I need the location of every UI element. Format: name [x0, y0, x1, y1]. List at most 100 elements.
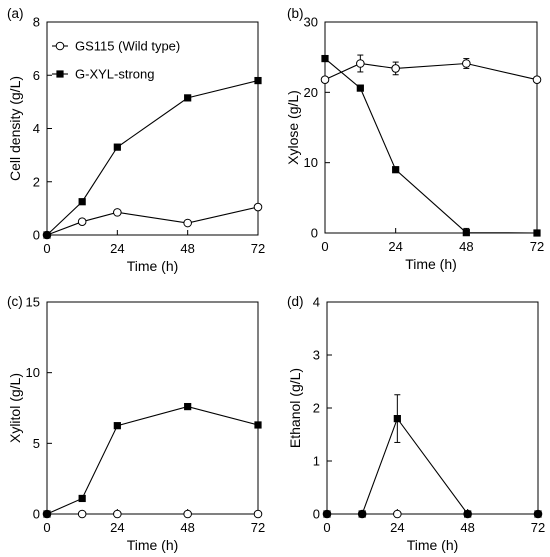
- data-point: [393, 415, 401, 423]
- y-tick-label-b: 10: [304, 155, 318, 170]
- legend-marker: [55, 41, 65, 51]
- data-point: [254, 421, 262, 429]
- data-point: [323, 510, 331, 518]
- x-tick-label-a: 24: [110, 241, 124, 256]
- legend-label: GS115 (Wild type): [75, 39, 180, 54]
- panel-label-d: (d): [287, 294, 304, 309]
- y-tick-label-d: 2: [313, 401, 320, 416]
- data-point: [358, 510, 366, 518]
- data-point: [392, 166, 400, 174]
- series-b-2: [321, 54, 541, 237]
- y-tick-label-d: 3: [313, 348, 320, 363]
- series-line: [327, 417, 538, 515]
- y-tick-label-c: 0: [33, 507, 40, 522]
- y-tick-label-a: 8: [33, 15, 40, 30]
- series-line: [46, 80, 259, 236]
- y-tick-label-d: 0: [313, 507, 320, 522]
- x-tick-label-b: 48: [459, 239, 473, 254]
- x-tick-label-a: 0: [43, 241, 50, 256]
- data-point: [253, 509, 263, 519]
- y-tick-label-c: 5: [33, 436, 40, 451]
- series-a-1: [42, 202, 263, 240]
- x-axis-label-d: Time (h): [407, 537, 459, 553]
- data-point: [184, 402, 192, 411]
- data-point: [183, 218, 192, 228]
- data-point: [78, 494, 86, 503]
- y-tick-label-a: 0: [33, 228, 40, 243]
- data-point: [534, 510, 542, 518]
- x-tick-label-c: 48: [180, 520, 194, 535]
- data-point: [77, 509, 87, 519]
- x-tick-label-a: 48: [180, 241, 194, 256]
- plot-frame-c: [46, 301, 259, 515]
- series-c-1: [42, 509, 263, 519]
- x-tick-label-b: 24: [388, 239, 402, 254]
- legend-label: G-XYL-strong: [75, 67, 154, 82]
- x-tick-label-b: 0: [321, 239, 328, 254]
- legend-a: GS115 (Wild type) G-XYL-strong: [52, 39, 180, 82]
- data-point: [78, 198, 86, 206]
- plot-frame-b: [324, 21, 538, 234]
- x-tick-label-c: 24: [110, 520, 124, 535]
- data-point: [77, 217, 87, 226]
- x-tick-label-d: 72: [531, 520, 545, 535]
- y-tick-label-b: 0: [311, 226, 318, 241]
- data-point: [113, 208, 122, 217]
- data-point: [183, 509, 192, 519]
- y-tick-label-d: 4: [313, 295, 320, 310]
- x-tick-label-d: 24: [390, 520, 404, 535]
- data-point: [113, 143, 121, 151]
- x-axis-label-a: Time (h): [127, 258, 179, 274]
- panel-label-c: (c): [7, 294, 23, 309]
- y-tick-label-a: 2: [33, 174, 40, 189]
- x-axis-label-b: Time (h): [405, 256, 457, 272]
- data-point: [113, 509, 122, 519]
- data-point: [43, 231, 51, 239]
- x-tick-label-d: 0: [323, 520, 330, 535]
- y-axis-label-d: Ethanol (g/L): [287, 368, 303, 448]
- panel-label-a: (a): [7, 6, 24, 21]
- y-tick-label-d: 1: [313, 454, 320, 469]
- y-tick-label-c: 15: [26, 295, 40, 310]
- y-tick-label-a: 4: [33, 121, 40, 136]
- y-axis-label-b: Xylose (g/L): [285, 90, 301, 165]
- y-axis-label-a: Cell density (g/L): [7, 76, 23, 181]
- data-point: [393, 509, 402, 519]
- data-point: [464, 510, 472, 518]
- x-axis-label-c: Time (h): [127, 537, 179, 553]
- y-tick-label-c: 10: [26, 365, 40, 380]
- series-b-1: [320, 54, 542, 84]
- plot-frame-d: [326, 301, 539, 515]
- series-a-2: [43, 76, 262, 239]
- x-tick-label-c: 72: [251, 520, 265, 535]
- data-point: [533, 229, 541, 237]
- data-point: [356, 84, 364, 92]
- series-d-2: [323, 394, 542, 518]
- chart-panel-b: (b) 0 24 48 72 0 10 20 30 Time (h) Xylose (g/L): [285, 6, 544, 272]
- data-point: [462, 59, 471, 68]
- series-c-2: [43, 402, 262, 518]
- data-point: [391, 64, 400, 73]
- data-point: [254, 76, 262, 85]
- data-point: [320, 75, 330, 84]
- x-tick-label-a: 72: [251, 241, 265, 256]
- chart-panel-d: (d) 0 24 48 72 0 1 2 3 4 Time (h) Ethanol (g/L): [287, 294, 545, 553]
- y-tick-label-b: 20: [304, 85, 318, 100]
- data-point: [356, 59, 365, 68]
- data-point: [43, 510, 51, 518]
- data-point: [532, 75, 542, 84]
- x-tick-label-b: 72: [530, 239, 544, 254]
- y-axis-label-c: Xylitol (g/L): [7, 373, 23, 443]
- x-tick-label-c: 0: [43, 520, 50, 535]
- data-point: [462, 229, 470, 237]
- data-point: [253, 202, 263, 212]
- data-point: [113, 422, 121, 430]
- panel-label-b: (b): [287, 6, 304, 21]
- y-tick-label-a: 6: [33, 68, 40, 83]
- data-point: [184, 94, 192, 102]
- data-point: [321, 54, 329, 63]
- y-tick-label-b: 30: [304, 15, 318, 30]
